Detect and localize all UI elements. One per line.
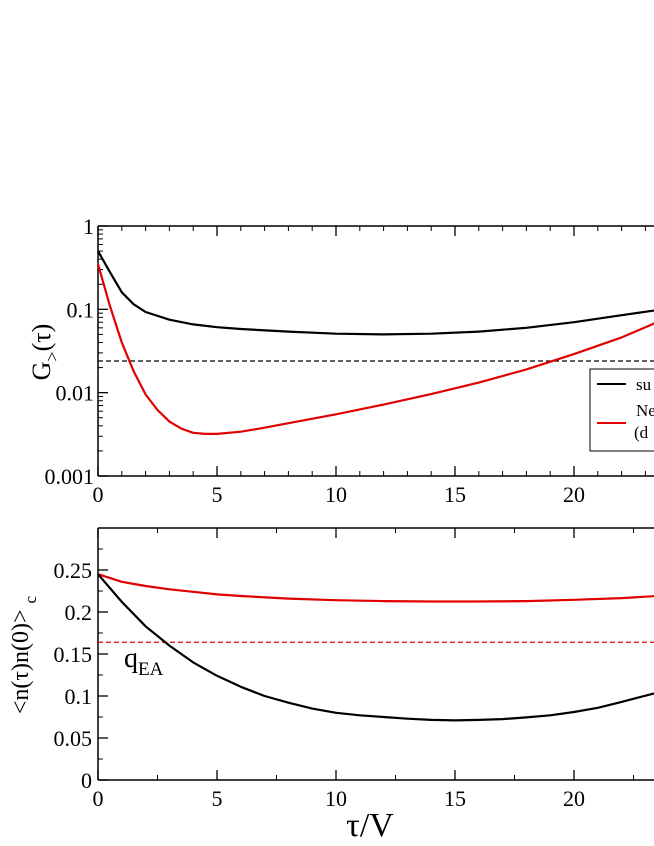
- top-series-group: [96, 250, 654, 435]
- bottom-x-tick-label: 0: [93, 786, 104, 811]
- bottom-x-tick-label: 20: [563, 786, 585, 811]
- bottom-series-line-2: [97, 573, 654, 722]
- legend-entry-1: su: [636, 375, 652, 394]
- top-x-tick-label: 20: [563, 482, 585, 507]
- bottom-ticks: [97, 528, 634, 781]
- bottom-x-tick-labels: 0 5 10 15 20: [93, 786, 586, 811]
- bottom-x-tick-label: 5: [212, 786, 223, 811]
- bottom-y-tick-label: 0.05: [54, 726, 93, 751]
- q-ea-sub: EA: [138, 659, 164, 680]
- q-ea-main: q: [124, 643, 138, 674]
- bottom-panel: 0 0.05 0.1 0.15 0.2 0.25 0 5 10 15 20 <n(τ)n(0)> c…: [8, 527, 654, 844]
- top-ylabel-sub: >: [42, 351, 62, 361]
- legend-entry-2-line-2: (d: [634, 423, 649, 442]
- top-ticks: [97, 225, 646, 477]
- bottom-x-tick-label: 10: [325, 786, 347, 811]
- top-panel: 0.001 0.01 0.1 1 0 5 10 15 20 G>(τ) su Ne (d: [27, 214, 654, 507]
- bottom-y-tick-label: 0.1: [65, 684, 93, 709]
- q-ea-annotation: qEA: [124, 643, 164, 680]
- legend-box: [589, 368, 654, 452]
- top-y-tick-labels: 0.001 0.01 0.1 1: [45, 214, 95, 489]
- top-series-line-2: [96, 263, 654, 435]
- x-axis-label: τ/V: [346, 807, 394, 844]
- bottom-y-tick-label: 0.2: [65, 600, 93, 625]
- top-y-tick-label: 1: [83, 214, 94, 239]
- bottom-y-tick-labels: 0 0.05 0.1 0.15 0.2 0.25: [54, 558, 93, 793]
- top-x-tick-label: 10: [325, 482, 347, 507]
- top-ylabel-tail: (τ): [27, 324, 56, 352]
- bottom-y-tick-label: 0.25: [54, 558, 93, 583]
- top-x-tick-label: 5: [212, 482, 223, 507]
- legend-entry-2-line-1: Ne: [636, 401, 654, 420]
- top-y-axis-label: G>(τ): [27, 324, 62, 381]
- top-y-tick-label: 0.1: [67, 297, 95, 322]
- top-x-tick-labels: 0 5 10 15 20: [93, 482, 586, 507]
- legend: su Ne (d: [589, 368, 654, 452]
- bottom-ylabel-sub: c: [21, 595, 40, 603]
- bottom-x-tick-label: 15: [444, 786, 466, 811]
- bottom-y-tick-label: 0.15: [54, 642, 93, 667]
- top-series-line-1: [97, 250, 654, 336]
- bottom-y-tick-label: 0: [81, 768, 92, 793]
- bottom-series-line-1: [97, 573, 654, 603]
- bottom-ylabel-main: <n(τ)n(0)>: [8, 609, 34, 714]
- bottom-y-axis-label: <n(τ)n(0)> c: [8, 595, 40, 714]
- top-x-tick-label: 15: [444, 482, 466, 507]
- bottom-series-group: [97, 573, 654, 722]
- top-x-tick-label: 0: [93, 482, 104, 507]
- top-y-tick-label: 0.001: [45, 464, 95, 489]
- top-y-tick-label: 0.01: [56, 381, 95, 406]
- top-ylabel-main: G: [27, 362, 56, 381]
